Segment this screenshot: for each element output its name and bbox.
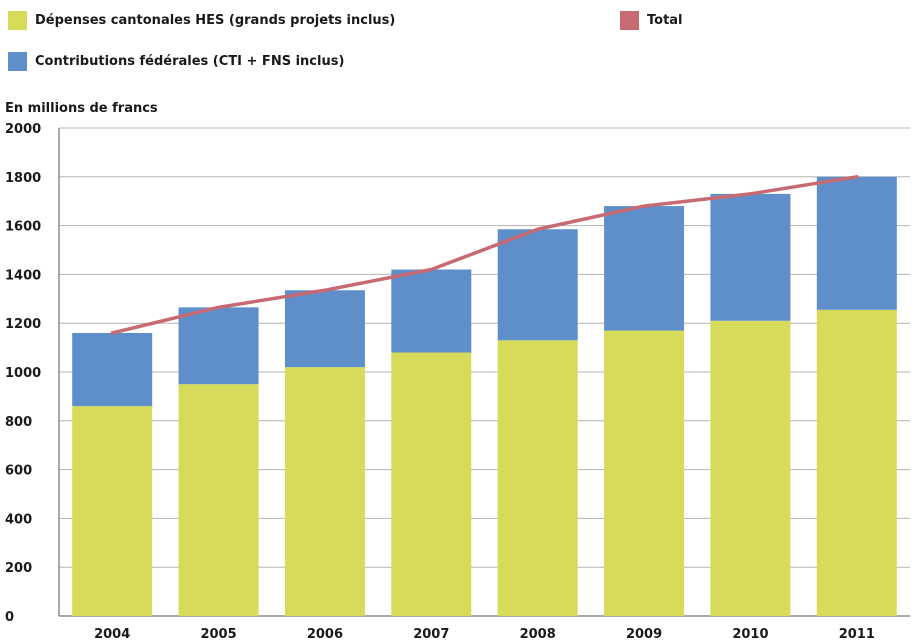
bar-federal-2010 [710, 194, 790, 321]
bar-federal-2005 [179, 307, 259, 384]
bar-cantonal-2006 [285, 367, 365, 616]
total-point-2007 [430, 268, 433, 271]
x-tick-label-2009: 2009 [626, 627, 662, 642]
y-tick-label-800: 800 [5, 415, 32, 430]
bar-cantonal-2005 [179, 384, 259, 616]
bar-federal-2011 [817, 177, 897, 310]
x-tick-label-2008: 2008 [520, 627, 556, 642]
bar-cantonal-2007 [391, 352, 471, 616]
y-tick-label-0: 0 [5, 610, 14, 625]
y-tick-label-400: 400 [5, 512, 32, 527]
bar-federal-2008 [498, 229, 578, 340]
total-point-2008 [536, 228, 539, 231]
x-tick-label-2006: 2006 [307, 627, 343, 642]
bar-cantonal-2008 [498, 340, 578, 616]
total-point-2006 [323, 289, 326, 292]
y-tick-label-200: 200 [5, 561, 32, 576]
bar-cantonal-2009 [604, 331, 684, 616]
y-tick-label-600: 600 [5, 464, 32, 479]
bar-federal-2004 [72, 333, 152, 406]
bar-federal-2007 [391, 270, 471, 353]
x-tick-label-2011: 2011 [839, 627, 875, 642]
total-point-2010 [749, 192, 752, 195]
total-point-2011 [855, 175, 858, 178]
bar-cantonal-2010 [710, 321, 790, 616]
bar-cantonal-2004 [72, 406, 152, 616]
y-tick-label-2000: 2000 [5, 122, 41, 137]
x-tick-label-2007: 2007 [413, 627, 449, 642]
total-point-2005 [217, 306, 220, 309]
bar-federal-2009 [604, 206, 684, 330]
x-tick-label-2010: 2010 [732, 627, 768, 642]
y-tick-label-1400: 1400 [5, 268, 41, 283]
bar-federal-2006 [285, 290, 365, 367]
y-tick-label-1600: 1600 [5, 220, 41, 235]
bar-cantonal-2011 [817, 310, 897, 616]
total-point-2004 [111, 331, 114, 334]
x-tick-label-2004: 2004 [94, 627, 130, 642]
y-tick-label-1200: 1200 [5, 317, 41, 332]
y-tick-label-1800: 1800 [5, 171, 41, 186]
total-point-2009 [643, 205, 646, 208]
y-tick-label-1000: 1000 [5, 366, 41, 381]
x-tick-label-2005: 2005 [200, 627, 236, 642]
